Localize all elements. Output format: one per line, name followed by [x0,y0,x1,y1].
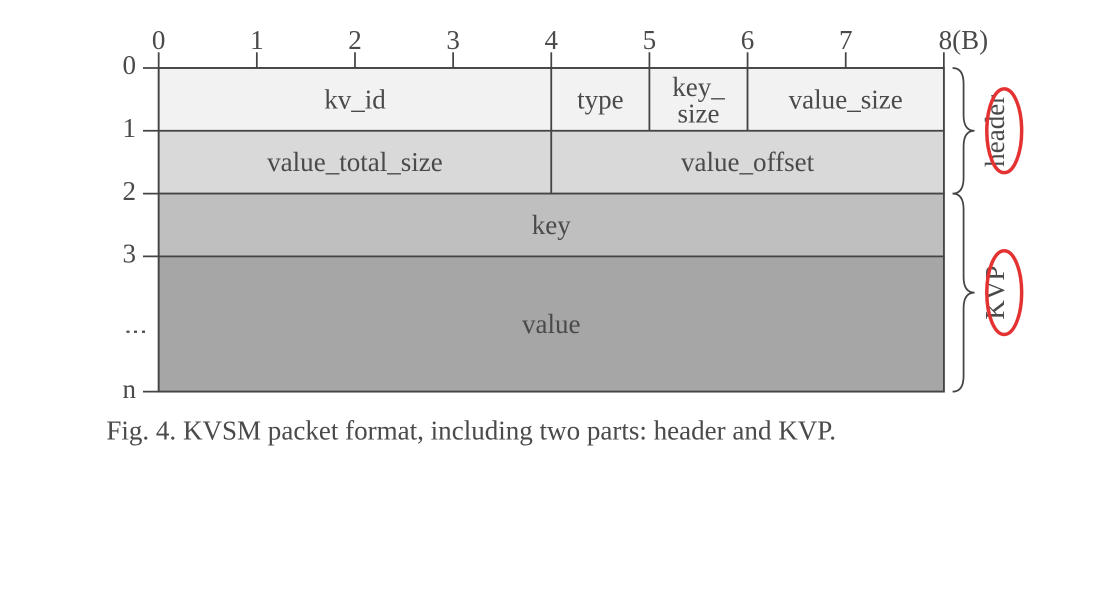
figure-caption: Fig. 4. KVSM packet format, including tw… [106,416,836,446]
cell-label: value [522,309,581,339]
column-tick-label: 8(B) [939,25,989,55]
brace-label: header [980,95,1010,167]
row-label: 1 [122,113,136,143]
cell-label: kv_id [324,84,386,114]
column-tick-label: 0 [152,25,166,55]
cell-label: value_size [789,84,903,114]
column-tick-label: 5 [643,25,657,55]
cell-label: value_offset [681,147,815,177]
column-tick-label: 2 [348,25,362,55]
kvsm-packet-diagram: 0 1 2 3 4 5 6 7 8(B) kv_id type key_size value_sizev… [20,20,1100,526]
cell-label: key [532,210,572,240]
row-label-dots: ⋮ [124,321,149,344]
column-tick-label: 3 [446,25,460,55]
cell-label: type [577,84,624,114]
row-label: n [122,374,136,404]
row-label: 3 [122,239,136,269]
diagram-svg: 0 1 2 3 4 5 6 7 8(B) kv_id type key_size value_sizev… [20,20,1100,526]
brace-label: KVP [980,266,1010,320]
column-tick-label: 6 [741,25,755,55]
row-label: 2 [122,176,136,206]
cell-label: key_size [672,72,725,128]
row-label: 0 [122,50,136,80]
column-tick-label: 1 [250,25,264,55]
column-tick-label: 7 [839,25,853,55]
brace [953,194,975,392]
column-tick-label: 4 [545,25,559,55]
cell-label: value_total_size [267,147,443,177]
brace [953,68,975,194]
